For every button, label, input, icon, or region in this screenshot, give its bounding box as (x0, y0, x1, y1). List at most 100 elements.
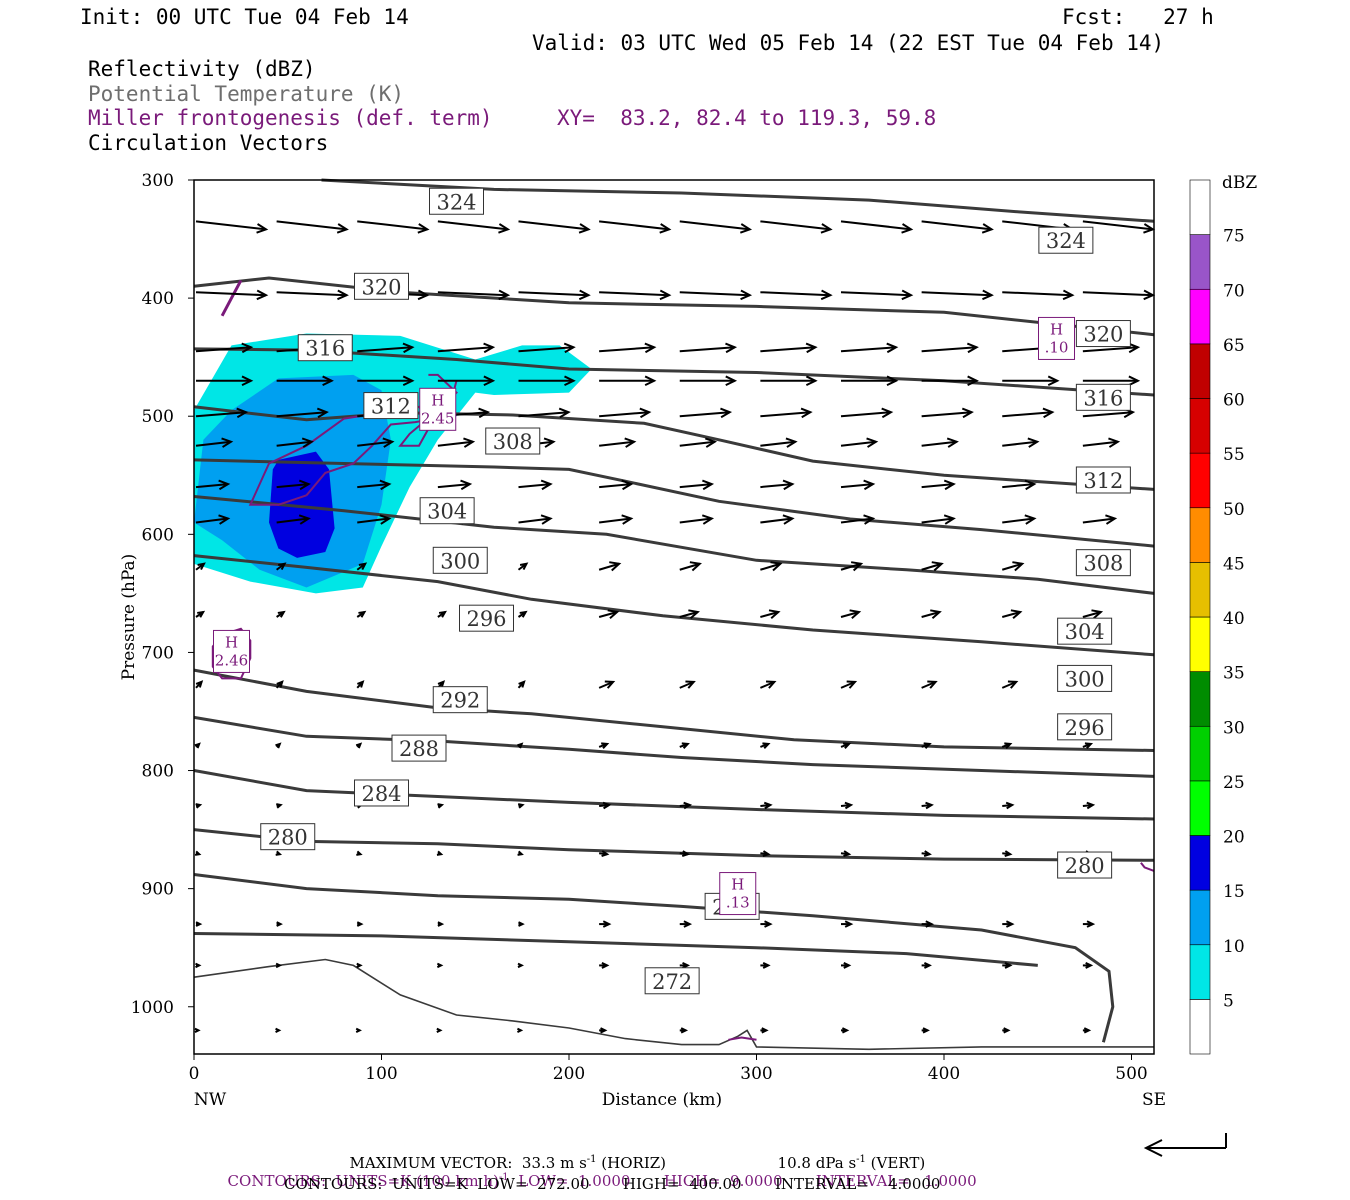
vector-arrow (760, 920, 773, 928)
colorbar-label: 10 (1223, 937, 1245, 957)
vector-arrow (437, 289, 511, 301)
colorbar-box (1189, 725, 1211, 782)
vector-arrow (517, 742, 524, 749)
vector-arrow (1001, 561, 1025, 572)
vector-arrow (840, 801, 854, 810)
vector-arrow (760, 801, 773, 810)
colorbar-box (1189, 835, 1211, 891)
vector-arrow (599, 437, 637, 448)
vector-arrow (356, 562, 368, 571)
max-vector-vert-text: 10.8 dPa s-1 (VERT) (777, 1154, 926, 1172)
vector-arrow (518, 342, 576, 354)
theta-contour-284 (193, 828, 1155, 862)
vector-arrow (357, 437, 395, 448)
vector-arrow (760, 742, 771, 749)
vector-arrow (840, 342, 899, 354)
vector-arrow (679, 514, 715, 525)
theta-label-292: 292 (432, 686, 488, 714)
vector-arrow (518, 479, 553, 491)
svg-text:292: 292 (440, 689, 480, 713)
vector-arrow (1001, 680, 1019, 689)
vector-arrow (275, 742, 282, 749)
x-tick-label: 300 (740, 1064, 772, 1084)
y-tick-label: 500 (142, 407, 174, 427)
colorbar-box (1189, 944, 1211, 1000)
vector-arrow (840, 289, 914, 301)
colorbar-label: 35 (1223, 664, 1245, 684)
vector-arrow (1082, 437, 1121, 448)
vector-arrow (1001, 742, 1013, 749)
vector-arrow (276, 289, 349, 301)
vector-arrow (921, 961, 932, 969)
svg-text:312: 312 (371, 395, 411, 419)
svg-text:296: 296 (466, 607, 506, 631)
contour-labels: 324 324 320 320 316 316 312 312 308 308 304 304 300 3… (213, 187, 1131, 995)
svg-text:280: 280 (268, 826, 308, 850)
vector-arrow (921, 742, 932, 749)
colorbar-box (1189, 671, 1211, 727)
vector-arrow (760, 961, 771, 969)
vector-arrow (921, 220, 994, 234)
vector-arrow (840, 220, 914, 234)
colorbar-label: 75 (1223, 227, 1245, 247)
vector-arrow (840, 850, 852, 858)
vector-arrow (194, 742, 201, 749)
vector-arrow (517, 803, 525, 809)
vector-arrow (921, 920, 934, 928)
svg-text:324: 324 (1046, 229, 1086, 253)
max-vector-text: MAXIMUM VECTOR: 33.3 m s-1 (HORIZ) (349, 1154, 667, 1172)
vector-arrow (437, 921, 445, 927)
theta-label-272: 272 (644, 967, 700, 995)
vector-arrow (841, 1027, 850, 1034)
vector-arrow (840, 437, 879, 448)
vector-arrow (921, 850, 932, 858)
vector-arrow (840, 561, 864, 572)
vector-arrow (760, 609, 781, 620)
vector-arrow (195, 514, 231, 525)
fronto-contour-5 (1140, 862, 1155, 872)
vector-arrow (357, 342, 415, 354)
vector-arrow (275, 962, 283, 969)
vector-arrow (679, 961, 691, 969)
colorbar-label: 70 (1223, 281, 1245, 301)
svg-text:284: 284 (361, 782, 401, 806)
vector-arrow (921, 680, 938, 689)
plot-frame (193, 179, 1155, 1055)
vector-arrow (195, 610, 206, 618)
vector-arrow (1002, 850, 1013, 858)
vector-arrow (760, 375, 818, 387)
theta-label-312: 312 (363, 392, 419, 420)
vector-arrow (598, 609, 620, 620)
fronto-max-value: 2.45 (421, 409, 454, 427)
vector-arrow (679, 220, 753, 234)
theta-label-304: 304 (1057, 617, 1113, 645)
vector-arrow (195, 803, 203, 809)
vector-arrow (517, 1027, 524, 1033)
vector-arrow (599, 220, 672, 234)
colorbar-label: 40 (1223, 609, 1245, 629)
theta-contours (193, 178, 1155, 1051)
vector-arrow (1002, 801, 1015, 810)
cross-section-endpoints: XY= 83.2, 82.4 to 119.3, 59.8 (557, 106, 937, 130)
field-reflectivity: Reflectivity (dBZ) (88, 57, 316, 81)
theta-contour-276 (193, 932, 1038, 967)
svg-text:304: 304 (427, 500, 467, 524)
vector-arrow (195, 562, 206, 571)
vector-arrow (517, 680, 526, 689)
vector-arrow (921, 375, 979, 387)
vector-arrow (276, 479, 311, 491)
vector-arrow (1002, 407, 1055, 419)
svg-text:288: 288 (399, 737, 439, 761)
theta-contour-296 (193, 668, 1155, 752)
vector-arrow (599, 479, 634, 491)
svg-text:300: 300 (1065, 667, 1105, 691)
theta-label-280: 280 (1057, 851, 1113, 879)
x-end-label-se: SE (1142, 1090, 1166, 1110)
vector-arrow (599, 850, 610, 858)
vector-arrow (1002, 1027, 1011, 1034)
x-tick-label: 100 (365, 1064, 397, 1084)
theta-label-324: 324 (1038, 226, 1094, 254)
vector-arrow (921, 609, 942, 620)
y-tick-label: 300 (142, 171, 174, 191)
vector-arrow (195, 680, 204, 689)
